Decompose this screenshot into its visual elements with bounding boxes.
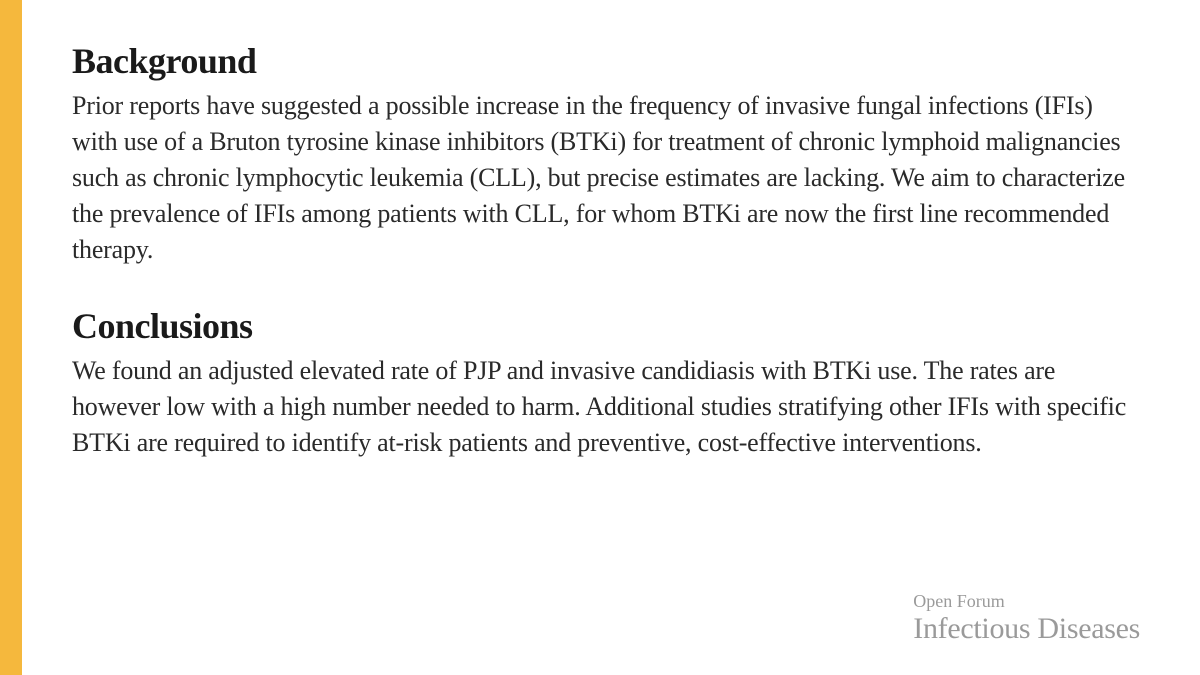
- conclusions-section: Conclusions We found an adjusted elevate…: [72, 305, 1140, 461]
- background-heading: Background: [72, 40, 1140, 82]
- journal-line1: Open Forum: [913, 592, 1140, 612]
- background-section: Background Prior reports have suggested …: [72, 40, 1140, 267]
- journal-line2: Infectious Diseases: [913, 612, 1140, 645]
- conclusions-heading: Conclusions: [72, 305, 1140, 347]
- accent-bar: [0, 0, 22, 675]
- journal-footer: Open Forum Infectious Diseases: [913, 592, 1140, 645]
- conclusions-body: We found an adjusted elevated rate of PJ…: [72, 353, 1140, 461]
- content-area: Background Prior reports have suggested …: [72, 40, 1140, 499]
- background-body: Prior reports have suggested a possible …: [72, 88, 1140, 267]
